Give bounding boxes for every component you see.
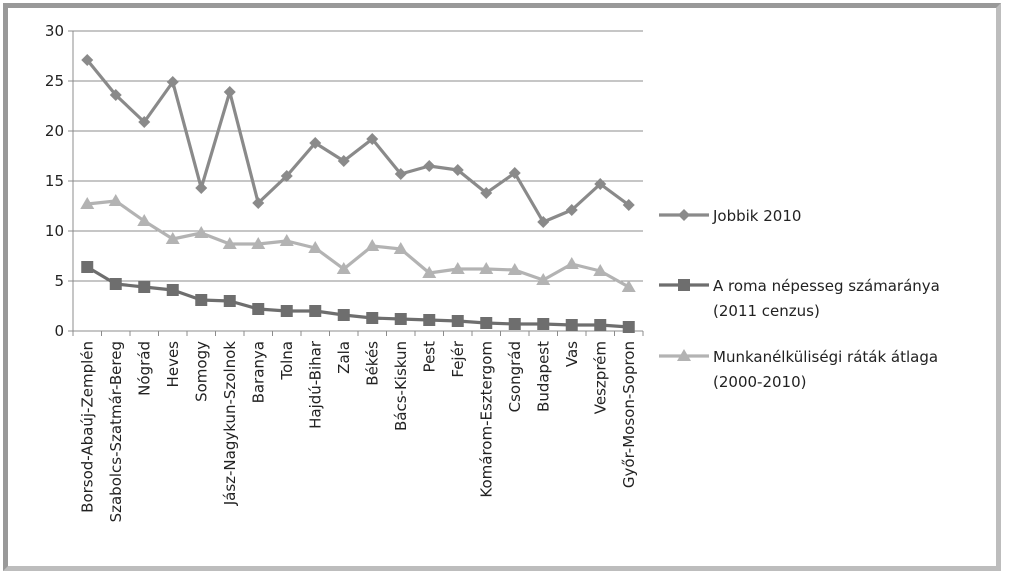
data-point — [366, 133, 379, 145]
data-point — [479, 262, 494, 274]
legend-label: (2011 cenzus) — [713, 302, 820, 320]
data-point — [252, 303, 265, 315]
data-point — [81, 54, 94, 66]
x-tick-label: Fejér — [449, 340, 467, 377]
data-point — [622, 199, 635, 211]
data-point — [365, 239, 380, 251]
x-tick-label: Vas — [563, 341, 581, 367]
data-point — [336, 262, 351, 274]
data-point — [223, 295, 236, 307]
data-point — [450, 262, 465, 274]
data-point — [366, 312, 379, 324]
y-tick-label: 5 — [54, 272, 64, 290]
data-point — [279, 234, 294, 246]
legend-label: A roma népesseg számaránya — [713, 277, 940, 295]
legend-marker — [677, 349, 691, 361]
data-point — [137, 214, 152, 226]
legend-label: (2000-2010) — [713, 373, 806, 391]
data-point — [594, 178, 607, 190]
y-tick-label: 20 — [45, 122, 64, 140]
data-point — [537, 318, 550, 330]
data-point — [80, 197, 95, 209]
data-point — [594, 319, 607, 331]
data-point — [451, 315, 464, 327]
data-point — [423, 314, 436, 326]
data-point — [195, 294, 208, 306]
data-point — [423, 160, 436, 172]
y-tick-label: 0 — [54, 322, 64, 340]
data-point — [309, 305, 322, 317]
legend-marker — [678, 209, 690, 221]
data-point — [537, 216, 550, 228]
x-tick-label: Győr-Moson-Sopron — [620, 341, 638, 488]
data-point — [108, 194, 123, 206]
data-point — [280, 305, 293, 317]
data-point — [165, 232, 180, 244]
data-point — [138, 116, 151, 128]
legend-label: Jobbik 2010 — [712, 207, 801, 225]
x-tick-label: Pest — [420, 341, 438, 373]
data-point — [621, 280, 636, 292]
data-point — [223, 86, 236, 98]
data-point — [564, 257, 579, 269]
data-point — [422, 266, 437, 278]
data-point — [451, 164, 464, 176]
legend-marker — [678, 279, 690, 291]
x-tick-label: Komárom-Esztergom — [477, 341, 495, 498]
data-point — [393, 242, 408, 254]
data-point — [565, 319, 578, 331]
data-point — [593, 264, 608, 276]
data-point — [280, 170, 293, 182]
x-tick-label: Szabolcs-Szatmár-Bereg — [107, 341, 125, 522]
data-point — [195, 182, 208, 194]
series-line-3 — [87, 199, 630, 289]
x-tick-label: Veszprém — [591, 341, 609, 414]
x-tick-label: Zala — [335, 341, 353, 374]
y-tick-label: 15 — [45, 172, 64, 190]
data-point — [166, 284, 179, 296]
x-tick-label: Heves — [164, 341, 182, 388]
data-point — [508, 318, 521, 330]
data-point — [252, 197, 265, 209]
data-point — [394, 313, 407, 325]
y-tick-label: 25 — [45, 72, 64, 90]
data-point — [622, 321, 635, 333]
data-point — [222, 237, 237, 249]
data-point — [507, 263, 522, 275]
data-point — [81, 261, 94, 273]
x-tick-label: Jász-Nagykun-Szolnok — [221, 341, 239, 507]
data-point — [337, 155, 350, 167]
y-tick-label: 30 — [45, 22, 64, 40]
data-point — [508, 167, 521, 179]
x-tick-label: Bács-Kiskun — [392, 341, 410, 431]
x-tick-label: Hajdú-Bihar — [306, 340, 324, 429]
data-point — [565, 204, 578, 216]
data-point — [308, 241, 323, 253]
data-point — [251, 237, 266, 249]
data-point — [194, 226, 209, 238]
x-tick-label: Budapest — [534, 341, 552, 412]
x-tick-label: Somogy — [192, 341, 210, 402]
data-point — [109, 278, 122, 290]
x-tick-label: Borsod-Abaúj-Zemplén — [78, 341, 96, 513]
x-tick-label: Baranya — [249, 341, 267, 403]
data-point — [480, 317, 493, 329]
data-point — [309, 137, 322, 149]
data-point — [337, 309, 350, 321]
series-line-1 — [86, 58, 630, 224]
data-point — [166, 76, 179, 88]
legend-label: Munkanélküliségi ráták átlaga — [713, 348, 938, 366]
x-tick-label: Békés — [363, 341, 381, 386]
x-tick-label: Csongrád — [506, 341, 524, 412]
data-point — [394, 168, 407, 180]
x-tick-label: Tolna — [278, 341, 296, 381]
data-point — [480, 187, 493, 199]
x-tick-label: Nógrád — [135, 341, 153, 396]
data-point — [138, 281, 151, 293]
y-tick-label: 10 — [45, 222, 64, 240]
data-point — [536, 273, 551, 285]
data-point — [109, 89, 122, 101]
